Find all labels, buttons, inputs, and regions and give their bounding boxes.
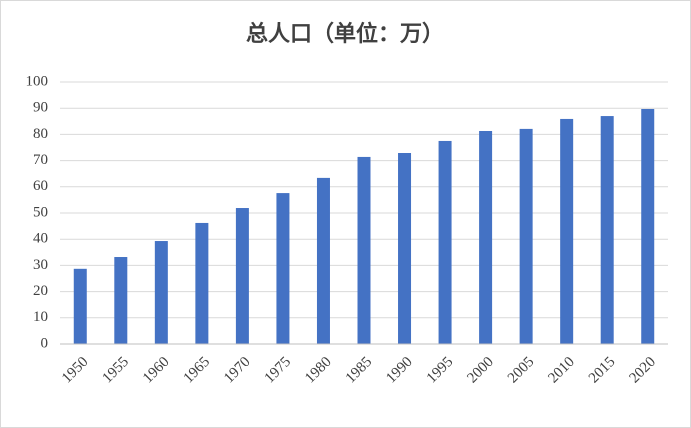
y-tick-label: 10 [33,309,48,325]
bar [398,153,412,344]
y-tick-label: 40 [33,231,48,247]
y-tick-label: 70 [33,152,48,168]
bar [479,130,493,344]
chart-title: 总人口（单位：万） [246,21,444,46]
y-tick-label: 90 [33,100,48,116]
bar [316,177,330,344]
bar [357,156,371,344]
bar [195,222,209,344]
y-tick-label: 30 [33,257,48,273]
bar [600,116,614,344]
bar [73,268,87,344]
y-tick-label: 60 [33,178,48,194]
bar [154,241,168,344]
bar [438,140,452,344]
bar [276,193,290,344]
y-tick-label: 50 [33,204,48,220]
y-tick-label: 20 [33,283,48,299]
bar [641,108,655,345]
bar [235,208,249,344]
y-tick-label: 100 [26,73,49,89]
bar [114,257,128,344]
bar [560,118,574,344]
bar [519,128,533,344]
y-tick-label: 0 [41,335,49,351]
y-tick-label: 80 [33,126,48,142]
